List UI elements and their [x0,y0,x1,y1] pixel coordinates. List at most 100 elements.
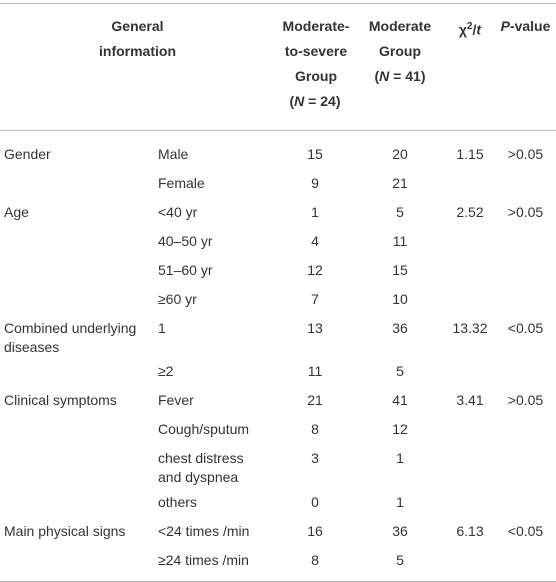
cell: 13 [275,314,355,357]
cell: <24 times /min [154,517,275,546]
table-row: ≥24 times /min 8 5 [0,545,556,582]
cell [495,444,556,488]
cell [0,227,154,256]
cell: 2.52 [445,198,495,227]
cell: <40 yr [154,198,275,227]
count: 8 [311,420,319,437]
cell: 3 [275,444,355,488]
header-text: 2 [466,21,473,32]
cell: 0 [275,488,355,517]
count: 15 [307,146,323,162]
p-value: >0.05 [507,203,544,220]
header-cell: Moderate-to-severe Group (N = 24) [275,3,355,131]
item-name: Cough/sputum [158,420,250,437]
cell: Clinical symptoms [0,386,154,415]
header-text: Moderate Group [368,18,432,59]
count: 1 [396,493,404,510]
count: 12 [307,261,323,278]
cell: 12 [355,415,445,444]
cell: >0.05 [495,131,556,169]
cell [495,357,556,386]
item-name: others [158,493,197,510]
header-text: -value [509,18,551,34]
item-name: Male [158,146,189,162]
cell: 1 [355,488,445,517]
item-name: Female [158,174,205,191]
table: General information Moderate-to-severe Gr… [0,3,556,582]
page: General information Moderate-to-severe Gr… [0,3,556,582]
cell: 11 [275,357,355,386]
cell: ≥24 times /min [154,545,275,582]
group-label: Main physical signs [4,522,126,539]
cell: chest distress and dyspnea [154,444,275,488]
table-row: Gender Male 15 20 1.15 >0.05 [0,131,556,169]
cell: 15 [355,256,445,285]
item-name: ≥2 [158,362,174,379]
table-row: others 0 1 [0,488,556,517]
item-name: chest distress and dyspnea [158,449,244,485]
cell: 40–50 yr [154,227,275,256]
cell: 8 [275,415,355,444]
p-value: >0.05 [507,391,544,408]
cell: others [154,488,275,517]
table-row: Clinical symptoms Fever 21 41 3.41 >0.05 [0,386,556,415]
count: 11 [307,362,323,379]
cell [495,488,556,517]
count: 1 [396,449,404,466]
count: 7 [311,290,319,307]
count: 5 [396,551,404,568]
p-value: <0.05 [507,522,544,539]
count: 13 [307,319,323,336]
group-size: (N = 41) [356,64,444,89]
count: 41 [392,391,408,408]
cell: 3.41 [445,386,495,415]
item-name: 1 [158,319,166,336]
cell: ≥60 yr [154,285,275,314]
cell: Main physical signs [0,517,154,546]
cell: 6.13 [445,517,495,546]
count: 8 [311,551,319,568]
item-name: 51–60 yr [158,261,213,278]
cell: 1 [275,198,355,227]
cell: 1.15 [445,131,495,169]
header-text: = 24) [304,93,341,109]
cell: >0.05 [495,386,556,415]
count: 5 [396,203,404,220]
count: 3 [311,449,319,466]
group-label: Combined underlying diseases [4,319,137,355]
count: 20 [392,146,408,162]
header-text: ( [374,68,380,84]
table-row: ≥2 11 5 [0,357,556,386]
header-text: ( [289,93,295,109]
group-label: Age [4,203,29,220]
header-cell: General information [0,3,275,131]
header-text: / [472,21,477,38]
header-text: t [476,21,482,38]
header-text: χ [458,21,467,38]
table-row: Combined underlying diseases 1 13 36 13.32 <0… [0,314,556,357]
count: 4 [311,232,319,249]
cell: 16 [275,517,355,546]
cell: 36 [355,314,445,357]
header-cell: P-value [495,3,556,131]
cell: 36 [355,517,445,546]
header-cell: Moderate Group (N = 41) [355,3,445,131]
group-label: Gender [4,146,51,162]
item-name: <24 times /min [158,522,250,539]
cell: Male [154,131,275,169]
header-text: = 41) [389,68,426,84]
table-body: Gender Male 15 20 1.15 >0.05 Female 9 21 Age <40 y… [0,131,556,582]
cell [0,285,154,314]
item-name: Fever [158,391,194,408]
cell [495,169,556,198]
cell: 8 [275,545,355,582]
cell [445,545,495,582]
cell [0,488,154,517]
cell: ≥2 [154,357,275,386]
count: 0 [311,493,319,510]
count: 21 [307,391,323,408]
count: 5 [396,362,404,379]
cell [445,444,495,488]
cell [445,357,495,386]
item-name: <40 yr [158,203,198,220]
